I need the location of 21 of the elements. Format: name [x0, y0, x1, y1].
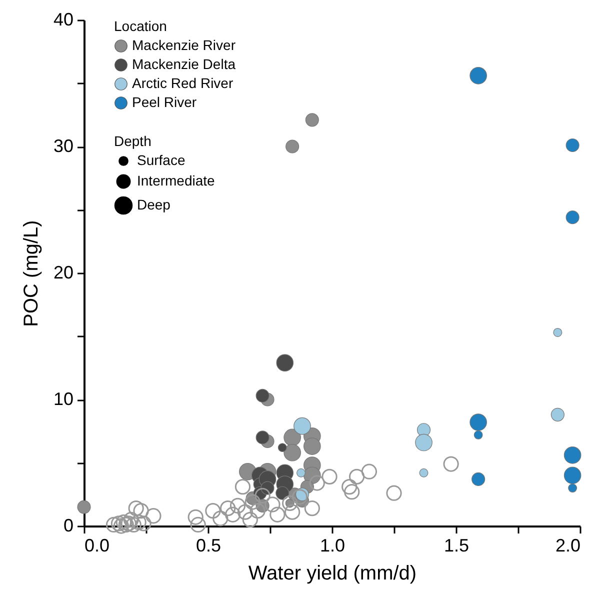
y-tick-label: 10: [53, 389, 74, 409]
y-tick-label: 20: [53, 262, 74, 282]
y-tick-label: 30: [53, 136, 74, 156]
x-tick-label: 2.0: [555, 536, 580, 556]
x-tick-label: 0.0: [84, 536, 110, 556]
x-tick-label: 0.5: [196, 536, 222, 556]
y-axis-title: POC (mg/L): [20, 220, 42, 327]
annotation: Depth: [114, 133, 152, 149]
legend-label: Peel River: [132, 94, 197, 110]
legend-label: Arctic Red River: [132, 75, 234, 91]
legend-title: Location: [114, 18, 167, 34]
y-tick-label: 40: [53, 10, 74, 30]
y-tick-label: 0: [63, 516, 74, 536]
x-axis-title: Water yield (mm/d): [248, 562, 417, 584]
legend-label: Mackenzie River: [132, 37, 236, 53]
legend-label: Surface: [137, 152, 186, 168]
legend-label: Deep: [137, 196, 171, 212]
legend-label: Mackenzie Delta: [132, 56, 236, 72]
legend-label: Intermediate: [137, 172, 216, 188]
x-tick-label: 1.0: [320, 536, 346, 556]
x-tick-label: 1.5: [444, 536, 470, 556]
